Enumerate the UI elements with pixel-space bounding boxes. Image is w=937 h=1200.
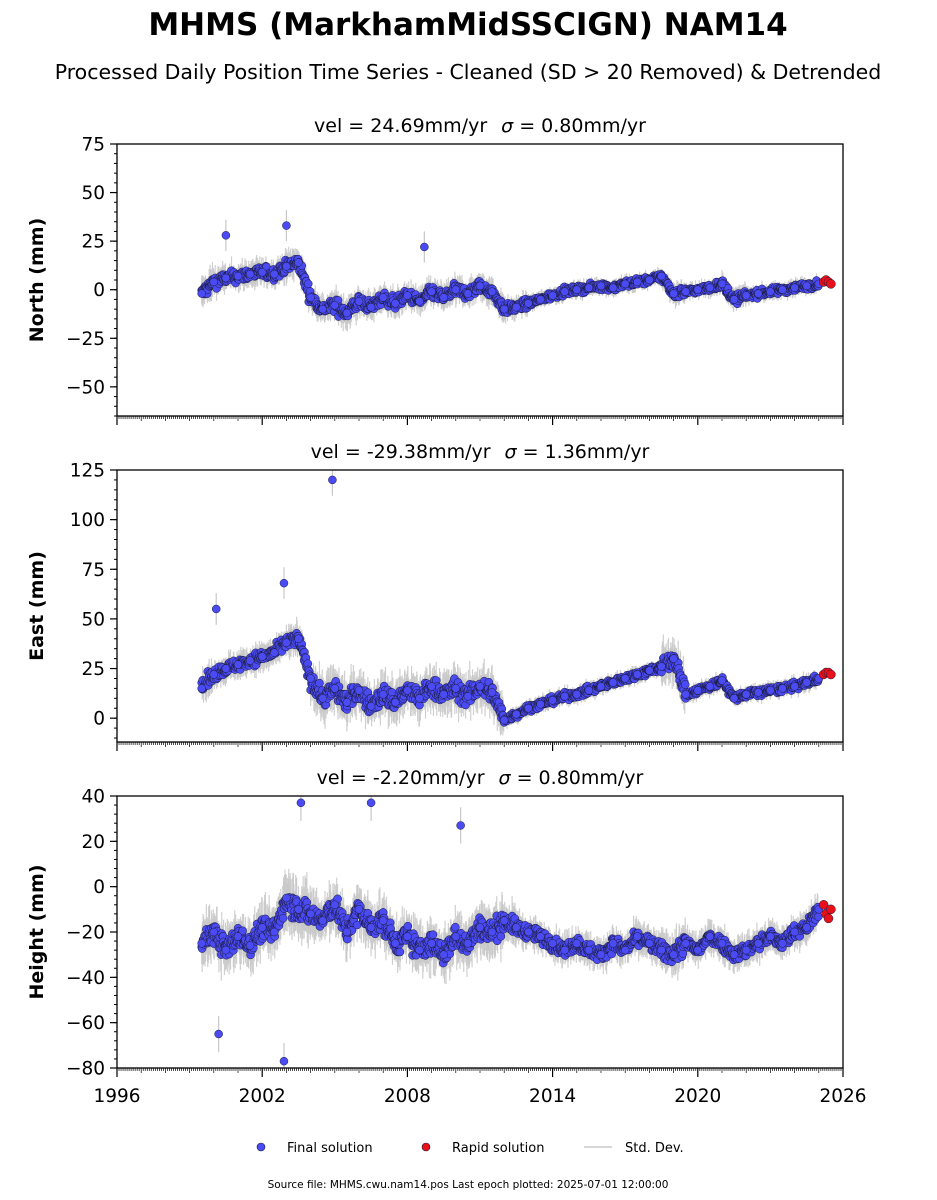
- figure-subtitle: Processed Daily Position Time Series - C…: [55, 60, 882, 84]
- final-point: [560, 287, 569, 296]
- final-point: [304, 279, 313, 289]
- north-ylabel: North (mm): [26, 218, 48, 343]
- final-point: [536, 295, 545, 304]
- final-point: [245, 269, 255, 279]
- final-point: [451, 285, 461, 294]
- east-final-points: [197, 475, 824, 727]
- final-point: [403, 291, 412, 300]
- final-point: [512, 302, 521, 312]
- y-tick-label: 75: [81, 135, 105, 156]
- final-point: [608, 283, 618, 293]
- final-point: [366, 302, 376, 312]
- y-tick-label: −50: [66, 377, 105, 398]
- final-point: [693, 285, 703, 294]
- final-point: [548, 291, 557, 300]
- final-point: [766, 287, 775, 296]
- final-point-outlier: [282, 221, 291, 230]
- final-point: [572, 285, 582, 294]
- final-point: [221, 273, 231, 283]
- final-point: [270, 269, 279, 279]
- north-panel: vel = 24.69mm/yr σ = 0.80mm/yr North (mm)…: [26, 115, 844, 425]
- final-point: [657, 271, 666, 281]
- final-point: [294, 258, 303, 267]
- final-point: [354, 297, 364, 306]
- y-tick-label: 50: [81, 183, 105, 204]
- final-point: [315, 678, 324, 688]
- final-point: [330, 301, 340, 310]
- east-velocity-title: vel = -29.38mm/yr σ = 1.36mm/yr: [311, 441, 650, 463]
- figure-title: MHMS (MarkhamMidSSCIGN) NAM14: [148, 7, 787, 43]
- north-velocity-title: vel = 24.69mm/yr σ = 0.80mm/yr: [314, 115, 646, 137]
- final-point: [391, 299, 400, 308]
- final-point: [524, 299, 533, 308]
- final-point: [378, 293, 388, 302]
- final-point: [754, 289, 763, 298]
- east-plot-area: [197, 470, 836, 736]
- final-point: [415, 297, 424, 306]
- final-point: [790, 283, 799, 293]
- final-point: [233, 271, 243, 281]
- east-ylabel: East (mm): [26, 551, 48, 661]
- final-point: [717, 279, 727, 289]
- final-point: [681, 287, 690, 296]
- final-point: [427, 287, 436, 296]
- final-point: [342, 308, 352, 318]
- final-point: [499, 304, 509, 314]
- rapid-point: [826, 279, 836, 289]
- final-point: [463, 289, 473, 298]
- final-point: [209, 277, 219, 287]
- final-point: [729, 295, 739, 304]
- final-point-outlier: [420, 242, 429, 252]
- final-point: [645, 275, 654, 285]
- final-point: [306, 293, 315, 302]
- final-point: [633, 277, 642, 287]
- final-point: [802, 281, 811, 291]
- final-point: [596, 281, 606, 291]
- final-point: [257, 267, 267, 277]
- final-point: [439, 293, 448, 302]
- final-point: [197, 289, 206, 298]
- final-point: [487, 287, 497, 296]
- final-point: [584, 283, 594, 293]
- east-panel: vel = -29.38mm/yr σ = 1.36mm/yr East (mm)…: [26, 441, 844, 751]
- north-final-points: [197, 221, 824, 321]
- final-point-outlier: [221, 231, 231, 240]
- y-tick-label: 25: [81, 232, 105, 253]
- final-point: [705, 283, 715, 293]
- y-tick-label: −25: [66, 329, 105, 350]
- final-point: [282, 262, 291, 271]
- final-point: [318, 304, 327, 314]
- final-point: [669, 289, 678, 298]
- final-point: [475, 281, 485, 291]
- final-point: [741, 291, 751, 300]
- final-point: [620, 279, 630, 289]
- y-tick-label: 0: [93, 280, 105, 301]
- north-plot-area: [197, 210, 836, 332]
- final-point: [778, 285, 787, 294]
